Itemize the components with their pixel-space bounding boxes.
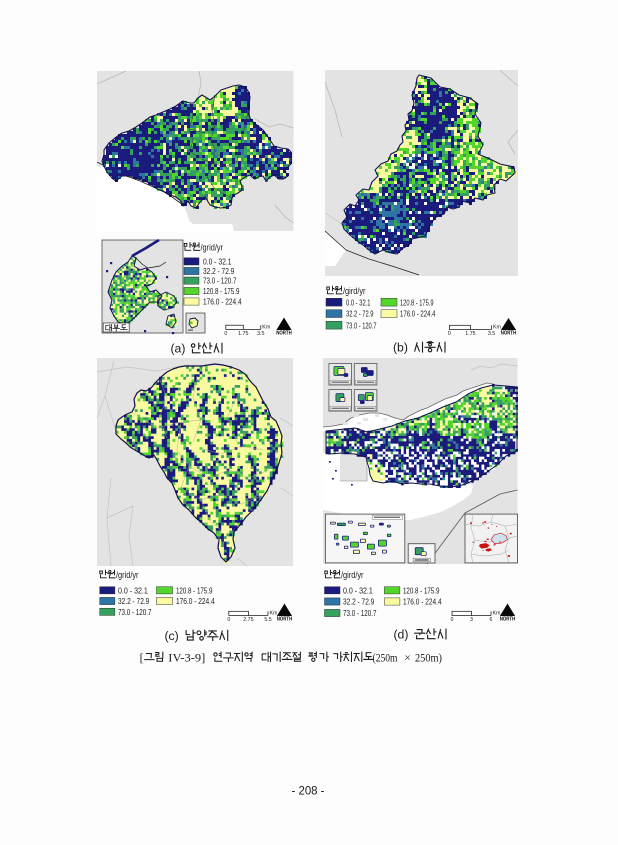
svg-text:3.5: 3.5	[257, 331, 264, 337]
svg-text:0: 0	[227, 617, 230, 623]
svg-text:NORTH: NORTH	[276, 331, 292, 337]
svg-text:2.75: 2.75	[243, 617, 253, 623]
svg-text:0: 0	[224, 331, 227, 337]
svg-text:/gird/yr: /gird/yr	[341, 570, 364, 580]
svg-text:/grid/yr: /grid/yr	[201, 243, 224, 253]
svg-text:Km: Km	[493, 325, 502, 331]
svg-text:×: ×	[404, 652, 411, 664]
svg-text:0.0 - 32.1: 0.0 - 32.1	[343, 585, 373, 595]
svg-text:73.0 - 120.7: 73.0 - 120.7	[118, 607, 152, 617]
svg-text:0.0 - 32.1: 0.0 - 32.1	[346, 297, 371, 307]
svg-text:- 208 -: - 208 -	[292, 786, 325, 798]
svg-text:Km: Km	[270, 611, 279, 617]
svg-text:176.0 - 224.4: 176.0 - 224.4	[176, 596, 215, 606]
svg-text:NORTH: NORTH	[501, 331, 517, 337]
svg-text:6: 6	[490, 617, 493, 623]
svg-text:73.0 - 120.7: 73.0 - 120.7	[343, 608, 377, 618]
svg-text:(250m: (250m	[373, 652, 398, 664]
svg-text:120.8 - 175.9: 120.8 - 175.9	[403, 585, 440, 595]
svg-text:250m): 250m)	[415, 652, 442, 664]
svg-text:(c): (c)	[165, 629, 179, 643]
svg-text:(b): (b)	[393, 341, 408, 355]
svg-text:73.0 - 120.7: 73.0 - 120.7	[346, 320, 377, 330]
svg-text:/gird/yr: /gird/yr	[343, 286, 366, 296]
svg-text:IV-3-9]: IV-3-9]	[168, 652, 205, 664]
svg-text:0.0 - 32.1: 0.0 - 32.1	[203, 257, 232, 267]
svg-text:32.2 - 72.9: 32.2 - 72.9	[343, 597, 374, 607]
svg-text:Km: Km	[493, 611, 502, 617]
svg-text:(a): (a)	[171, 342, 186, 356]
svg-text:32.2 - 72.9: 32.2 - 72.9	[203, 266, 234, 276]
svg-text:Km: Km	[262, 324, 271, 330]
svg-text:0: 0	[448, 331, 451, 337]
svg-text:0: 0	[451, 617, 454, 623]
svg-text:120.8 - 175.9: 120.8 - 175.9	[400, 297, 434, 307]
svg-text:176.0 - 224.4: 176.0 - 224.4	[203, 297, 242, 307]
svg-text:32.2 - 72.9: 32.2 - 72.9	[346, 309, 374, 319]
svg-text:32.2 - 72.9: 32.2 - 72.9	[118, 596, 149, 606]
svg-text:[: [	[140, 650, 144, 664]
svg-text:73.0 - 120.7: 73.0 - 120.7	[203, 276, 237, 286]
svg-text:120.8 - 175.9: 120.8 - 175.9	[203, 286, 240, 296]
svg-text:176.0 - 224.4: 176.0 - 224.4	[400, 309, 436, 319]
svg-text:5.5: 5.5	[264, 617, 271, 623]
svg-text:3.5: 3.5	[488, 331, 495, 337]
svg-text:3: 3	[470, 617, 473, 623]
svg-text:(d): (d)	[394, 628, 409, 642]
svg-text:0.0 - 32.1: 0.0 - 32.1	[118, 585, 148, 595]
svg-text:/grid/yr: /grid/yr	[116, 570, 139, 580]
svg-text:NORTH: NORTH	[277, 617, 293, 623]
svg-text:1.75: 1.75	[465, 331, 475, 337]
svg-text:176.0 - 224.4: 176.0 - 224.4	[403, 597, 442, 607]
svg-text:120.8 - 175.9: 120.8 - 175.9	[176, 585, 213, 595]
svg-text:NORTH: NORTH	[500, 617, 516, 623]
svg-text:1.75: 1.75	[238, 331, 248, 337]
